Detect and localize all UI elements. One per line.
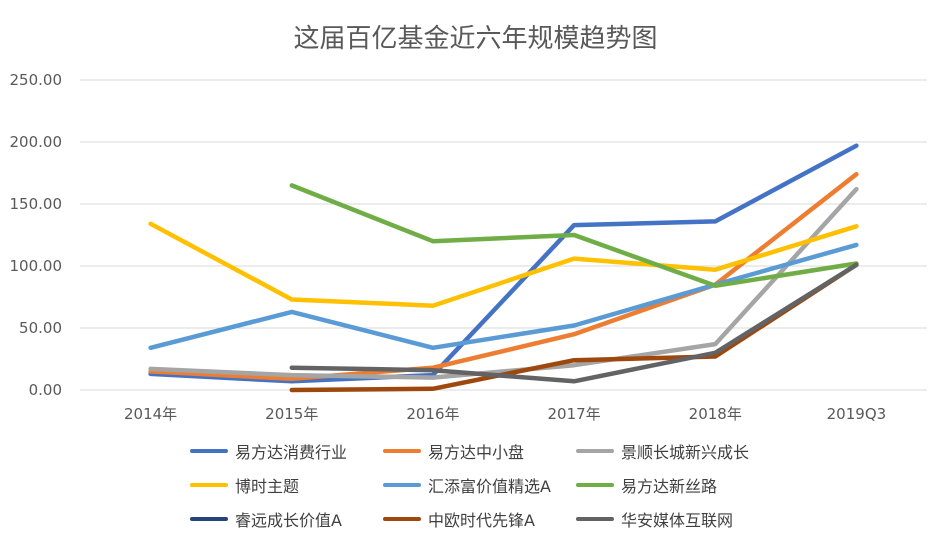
legend-item: 汇添富价值精选A (383, 474, 576, 496)
x-tick-label: 2018年 (689, 405, 742, 423)
legend-label: 中欧时代先锋A (428, 510, 535, 530)
legend-item: 中欧时代先锋A (383, 508, 576, 530)
legend-item: 睿远成长价值A (190, 508, 383, 530)
legend-item: 易方达中小盘 (383, 440, 576, 462)
series-line-0 (148, 143, 859, 384)
legend-swatch (190, 482, 228, 487)
legend-label: 华安媒体互联网 (621, 510, 734, 530)
series-line-4 (148, 242, 859, 351)
legend-swatch (576, 482, 614, 487)
legend-label: 汇添富价值精选A (428, 476, 551, 496)
x-tick-label: 2015年 (265, 405, 318, 423)
legend-swatch (190, 516, 228, 521)
legend-swatch (383, 482, 421, 487)
legend-item: 华安媒体互联网 (576, 508, 776, 530)
legend-label: 易方达中小盘 (428, 442, 525, 462)
legend-label: 睿远成长价值A (235, 510, 342, 530)
legend-swatch (383, 448, 421, 453)
series-line-3 (148, 221, 859, 308)
legend-swatch (190, 448, 228, 453)
chart-title: 这届百亿基金近六年规模趋势图 (293, 24, 658, 54)
y-tick-label: 200.00 (10, 133, 63, 151)
legend-item: 易方达消费行业 (190, 440, 383, 462)
x-tick-label: 2017年 (547, 405, 600, 423)
legend-label: 博时主题 (235, 476, 300, 496)
y-tick-label: 100.00 (10, 257, 63, 275)
series-line-1 (148, 171, 859, 382)
legend-item: 易方达新丝路 (576, 474, 776, 496)
legend-item: 博时主题 (190, 474, 383, 496)
legend-swatch (576, 516, 614, 521)
x-tick-label: 2014年 (124, 405, 177, 423)
x-tick-label: 2016年 (406, 405, 459, 423)
y-tick-label: 250.00 (10, 71, 63, 89)
series-line-2 (148, 186, 859, 380)
legend-item: 景顺长城新兴成长 (576, 440, 776, 462)
series-line-5 (289, 183, 859, 289)
y-tick-label: 50.00 (19, 319, 62, 337)
legend-swatch (383, 516, 421, 521)
y-tick-label: 150.00 (10, 195, 63, 213)
legend-label: 易方达新丝路 (621, 476, 718, 496)
series-line-8 (289, 262, 859, 384)
x-tick-label: 2019Q3 (827, 405, 887, 423)
legend-label: 景顺长城新兴成长 (621, 442, 750, 462)
legend-label: 易方达消费行业 (235, 442, 348, 462)
legend: 易方达消费行业 易方达中小盘 景顺长城新兴成长博时主题 汇添富价值精选A 易方达新丝路睿… (190, 440, 810, 530)
y-tick-label: 0.00 (29, 381, 62, 399)
legend-swatch (576, 448, 614, 453)
